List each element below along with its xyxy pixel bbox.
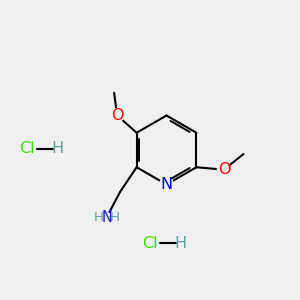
Text: N: N [101, 210, 112, 225]
Circle shape [110, 109, 124, 122]
Circle shape [102, 213, 111, 222]
Text: Cl: Cl [142, 236, 158, 250]
Text: ·H: ·H [107, 211, 121, 224]
Circle shape [160, 178, 173, 191]
Text: O: O [218, 162, 230, 177]
Text: N: N [160, 177, 172, 192]
Text: O: O [111, 108, 123, 123]
Text: H: H [174, 236, 186, 250]
Text: H: H [93, 211, 103, 224]
Circle shape [218, 163, 231, 176]
Text: H: H [51, 141, 63, 156]
Text: Cl: Cl [19, 141, 35, 156]
